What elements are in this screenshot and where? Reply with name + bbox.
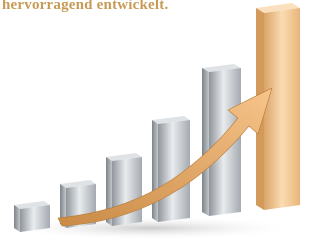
- gold-bar-front: [264, 8, 300, 210]
- bar-front: [20, 205, 50, 232]
- bar-side: [152, 120, 158, 222]
- illustration: hervorragend entwickelt.: [0, 0, 310, 244]
- caption: hervorragend entwickelt.: [2, 0, 168, 14]
- bar-side: [14, 205, 20, 232]
- bar-side: [202, 68, 209, 216]
- bar-graphic: [0, 0, 310, 244]
